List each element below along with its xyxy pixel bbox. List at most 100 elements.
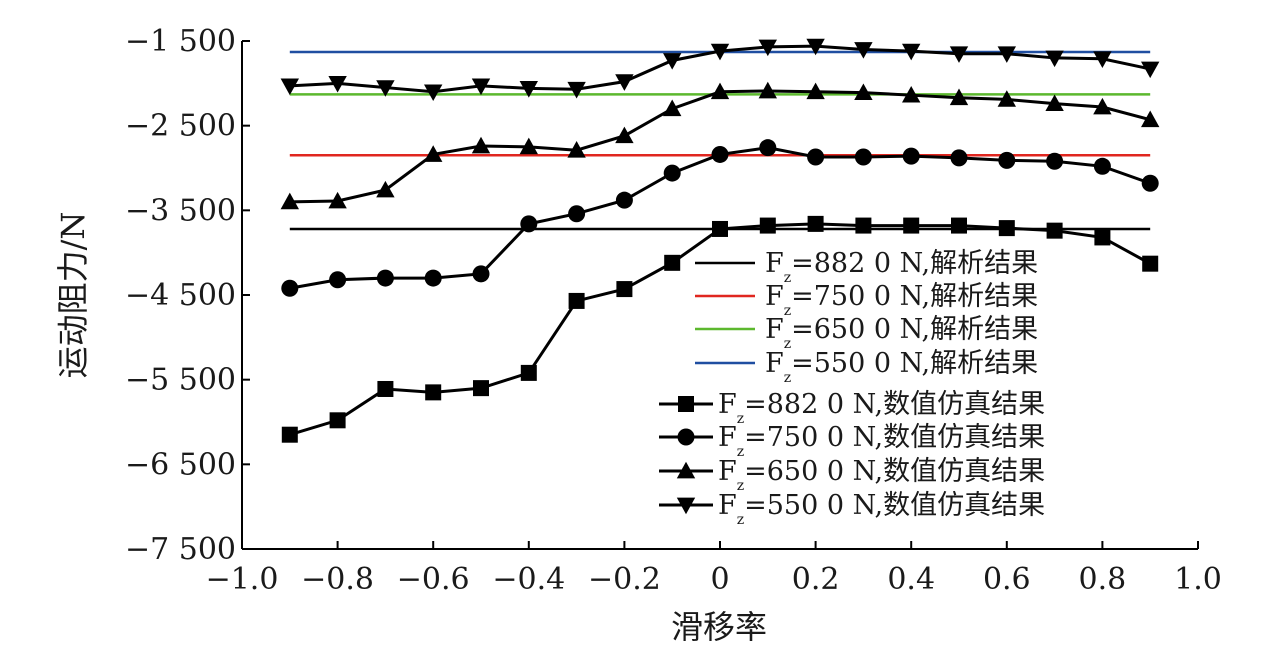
- data-point-triangle-up: [902, 85, 921, 103]
- analytic-lines: [289, 50, 1151, 231]
- legend-label: Fz=750 0 N,数值仿真结果: [718, 422, 1045, 460]
- data-point-triangle-down: [615, 74, 634, 91]
- data-point-triangle-up: [710, 82, 730, 100]
- y-tick-label: −5 500: [125, 363, 236, 398]
- data-point-square: [1142, 255, 1159, 272]
- data-point-triangle-down: [806, 38, 825, 56]
- x-tick-label: −0.6: [397, 562, 470, 597]
- legend-label: Fz=650 0 N,数值仿真结果: [718, 456, 1045, 494]
- data-point-triangle-up: [471, 136, 491, 154]
- series-circle: [281, 139, 1159, 297]
- data-point-triangle-up: [1141, 110, 1160, 128]
- x-tick-label: 0: [710, 562, 729, 597]
- data-point-square: [473, 380, 489, 397]
- data-point-triangle-up: [663, 99, 682, 117]
- y-tick-label: −2 500: [125, 109, 236, 144]
- data-point-triangle-up: [519, 137, 538, 155]
- data-point-triangle-up: [758, 81, 777, 99]
- data-point-square: [998, 220, 1015, 237]
- data-point-circle: [759, 139, 777, 157]
- legend-label: Fz=550 0 N,数值仿真结果: [718, 490, 1045, 528]
- data-point-square: [1046, 222, 1063, 239]
- data-point-square: [568, 292, 585, 309]
- x-tick-label: −1.0: [206, 562, 279, 597]
- series-triangle-down: [280, 38, 1160, 101]
- data-point-circle: [711, 145, 729, 163]
- x-tick-label: −0.2: [588, 562, 661, 597]
- data-point-triangle-up: [615, 126, 634, 144]
- data-point-circle: [568, 205, 586, 223]
- data-point-circle: [807, 148, 825, 166]
- y-tick-label: −4 500: [125, 278, 236, 313]
- data-point-circle: [281, 279, 299, 297]
- data-point-circle: [1046, 152, 1064, 170]
- x-tick-label: 0.6: [983, 562, 1031, 597]
- data-point-circle: [854, 148, 872, 166]
- data-point-circle: [950, 149, 968, 167]
- simulation-series: [280, 38, 1160, 443]
- data-point-triangle-up: [806, 82, 825, 100]
- data-point-circle: [998, 151, 1016, 169]
- data-point-square: [425, 384, 442, 401]
- data-point-square: [616, 281, 633, 298]
- data-point-triangle-down: [710, 43, 730, 61]
- data-point-square: [329, 412, 346, 429]
- data-point-circle: [677, 428, 695, 446]
- data-point-square: [903, 217, 920, 234]
- data-point-triangle-up: [424, 145, 443, 162]
- legend-label: Fz=650 0 N,解析结果: [765, 314, 1038, 352]
- y-tick-label: −6 500: [125, 447, 236, 482]
- y-tick-label: −7 500: [125, 532, 236, 567]
- data-point-circle: [615, 191, 633, 209]
- data-point-triangle-up: [854, 83, 873, 101]
- data-point-circle: [472, 265, 490, 283]
- data-point-triangle-down: [376, 80, 395, 97]
- x-axis-label: 滑移率: [671, 608, 767, 646]
- data-point-circle: [663, 164, 681, 182]
- data-point-triangle-down: [854, 42, 873, 59]
- data-point-square: [664, 254, 681, 271]
- data-point-triangle-down: [902, 43, 921, 61]
- data-point-triangle-down: [997, 46, 1016, 63]
- data-point-square: [281, 426, 298, 443]
- data-point-triangle-down: [471, 78, 491, 96]
- x-tick-label: 0.4: [887, 562, 935, 597]
- data-point-square: [807, 215, 824, 232]
- data-point-triangle-down: [676, 497, 696, 515]
- series-triangle-up: [280, 81, 1160, 210]
- data-point-triangle-down: [663, 53, 682, 70]
- legend-label: Fz=550 0 N,解析结果: [765, 348, 1038, 386]
- data-point-triangle-down: [1045, 50, 1064, 68]
- data-point-circle: [1141, 174, 1159, 192]
- data-point-triangle-up: [997, 90, 1016, 107]
- data-point-square: [520, 364, 537, 381]
- data-point-triangle-up: [1093, 97, 1112, 115]
- data-point-triangle-down: [758, 39, 777, 57]
- y-tick-label: −1 500: [125, 24, 236, 59]
- x-tick-label: 0.8: [1079, 562, 1127, 597]
- data-point-square: [759, 217, 776, 234]
- data-point-circle: [424, 269, 442, 287]
- x-tick-label: −0.4: [492, 562, 565, 597]
- series-square: [281, 215, 1159, 443]
- y-tick-label: −3 500: [125, 193, 236, 228]
- data-point-triangle-up: [376, 180, 395, 198]
- data-point-triangle-up: [949, 88, 969, 106]
- data-point-triangle-down: [567, 81, 586, 99]
- data-point-circle: [902, 147, 920, 165]
- data-point-triangle-down: [949, 46, 969, 63]
- data-point-square: [951, 217, 967, 234]
- data-point-circle: [329, 271, 347, 289]
- data-point-triangle-down: [328, 75, 347, 93]
- y-axis: −1 500 −2 500 −3 500 −4 500 −5 500 −6 500 −7 5…: [125, 24, 250, 567]
- data-point-triangle-up: [676, 461, 696, 479]
- data-point-square: [377, 380, 394, 397]
- data-point-square: [1094, 229, 1111, 246]
- y-axis-label: 运动阻力/N: [54, 212, 92, 379]
- data-point-triangle-down: [1141, 61, 1160, 79]
- data-point-circle: [1093, 157, 1111, 175]
- x-axis: −1.0 −0.8 −0.6 −0.4 −0.2 0 0.2 0.4 0.6 0.8 1.0: [206, 541, 1222, 597]
